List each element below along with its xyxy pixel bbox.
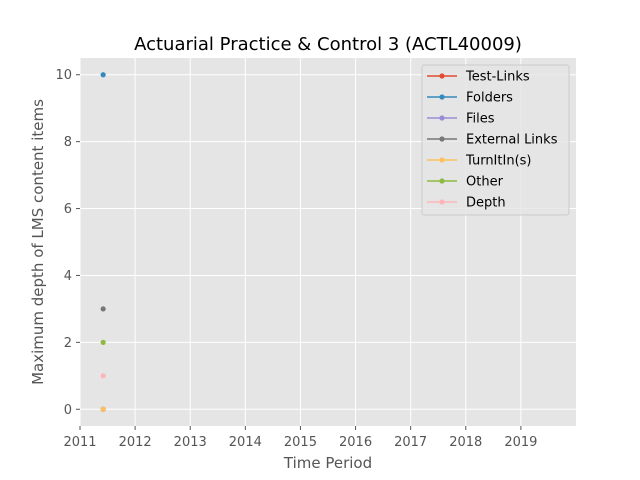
y-tick-label: 6	[64, 202, 72, 217]
x-axis-ticks: 2011 2012 2013 2014 2015 2016 2017 2018 2019	[63, 426, 537, 450]
legend-label-files: Files	[466, 112, 495, 127]
y-axis-label: Maximum depth of LMS content items	[29, 99, 47, 385]
y-tick-label: 0	[64, 403, 72, 418]
x-tick-label: 2017	[394, 435, 427, 450]
x-tick-label: 2018	[449, 435, 482, 450]
legend-marker-test-links	[439, 73, 445, 79]
legend-label-turnitin-s: TurnItIn(s)	[465, 154, 531, 169]
legend-marker-depth	[439, 199, 445, 205]
legend-marker-turnitin-s	[439, 157, 445, 163]
legend-marker-folders	[439, 94, 445, 100]
legend-label-other: Other	[466, 175, 504, 190]
data-points	[100, 72, 106, 412]
y-tick-label: 4	[64, 269, 72, 284]
x-tick-label: 2016	[339, 435, 372, 450]
legend-label-depth: Depth	[466, 196, 506, 211]
legend: Test-Links Folders Files External Links Turn…	[421, 64, 570, 216]
data-point-external-links	[100, 306, 106, 312]
legend-label-test-links: Test-Links	[465, 70, 530, 85]
chart-title: Actuarial Practice & Control 3 (ACTL4000…	[134, 34, 522, 55]
x-tick-label: 2011	[63, 435, 96, 450]
x-tick-label: 2015	[284, 435, 317, 450]
legend-marker-files	[439, 115, 445, 121]
x-axis-label: Time Period	[283, 454, 372, 472]
legend-label-folders: Folders	[466, 91, 513, 106]
legend-box	[421, 64, 570, 216]
y-axis-ticks: 0 2 4 6 8 10	[55, 68, 80, 418]
x-tick-label: 2013	[174, 435, 207, 450]
data-point-turnitin-s	[100, 406, 106, 412]
legend-marker-other	[439, 178, 445, 184]
y-tick-label: 10	[55, 68, 72, 83]
x-tick-label: 2014	[229, 435, 262, 450]
x-tick-label: 2019	[504, 435, 537, 450]
legend-label-external-links: External Links	[466, 133, 558, 148]
y-tick-label: 8	[64, 135, 72, 150]
data-point-depth	[100, 373, 106, 379]
x-tick-label: 2012	[119, 435, 152, 450]
y-tick-label: 2	[64, 336, 72, 351]
data-point-other	[100, 339, 106, 345]
data-point-folders	[100, 72, 106, 78]
legend-marker-external-links	[439, 136, 445, 142]
